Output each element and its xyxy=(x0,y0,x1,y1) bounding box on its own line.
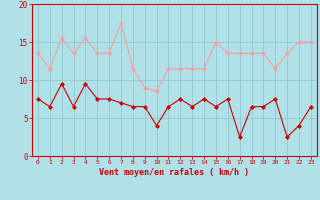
X-axis label: Vent moyen/en rafales ( km/h ): Vent moyen/en rafales ( km/h ) xyxy=(100,168,249,177)
